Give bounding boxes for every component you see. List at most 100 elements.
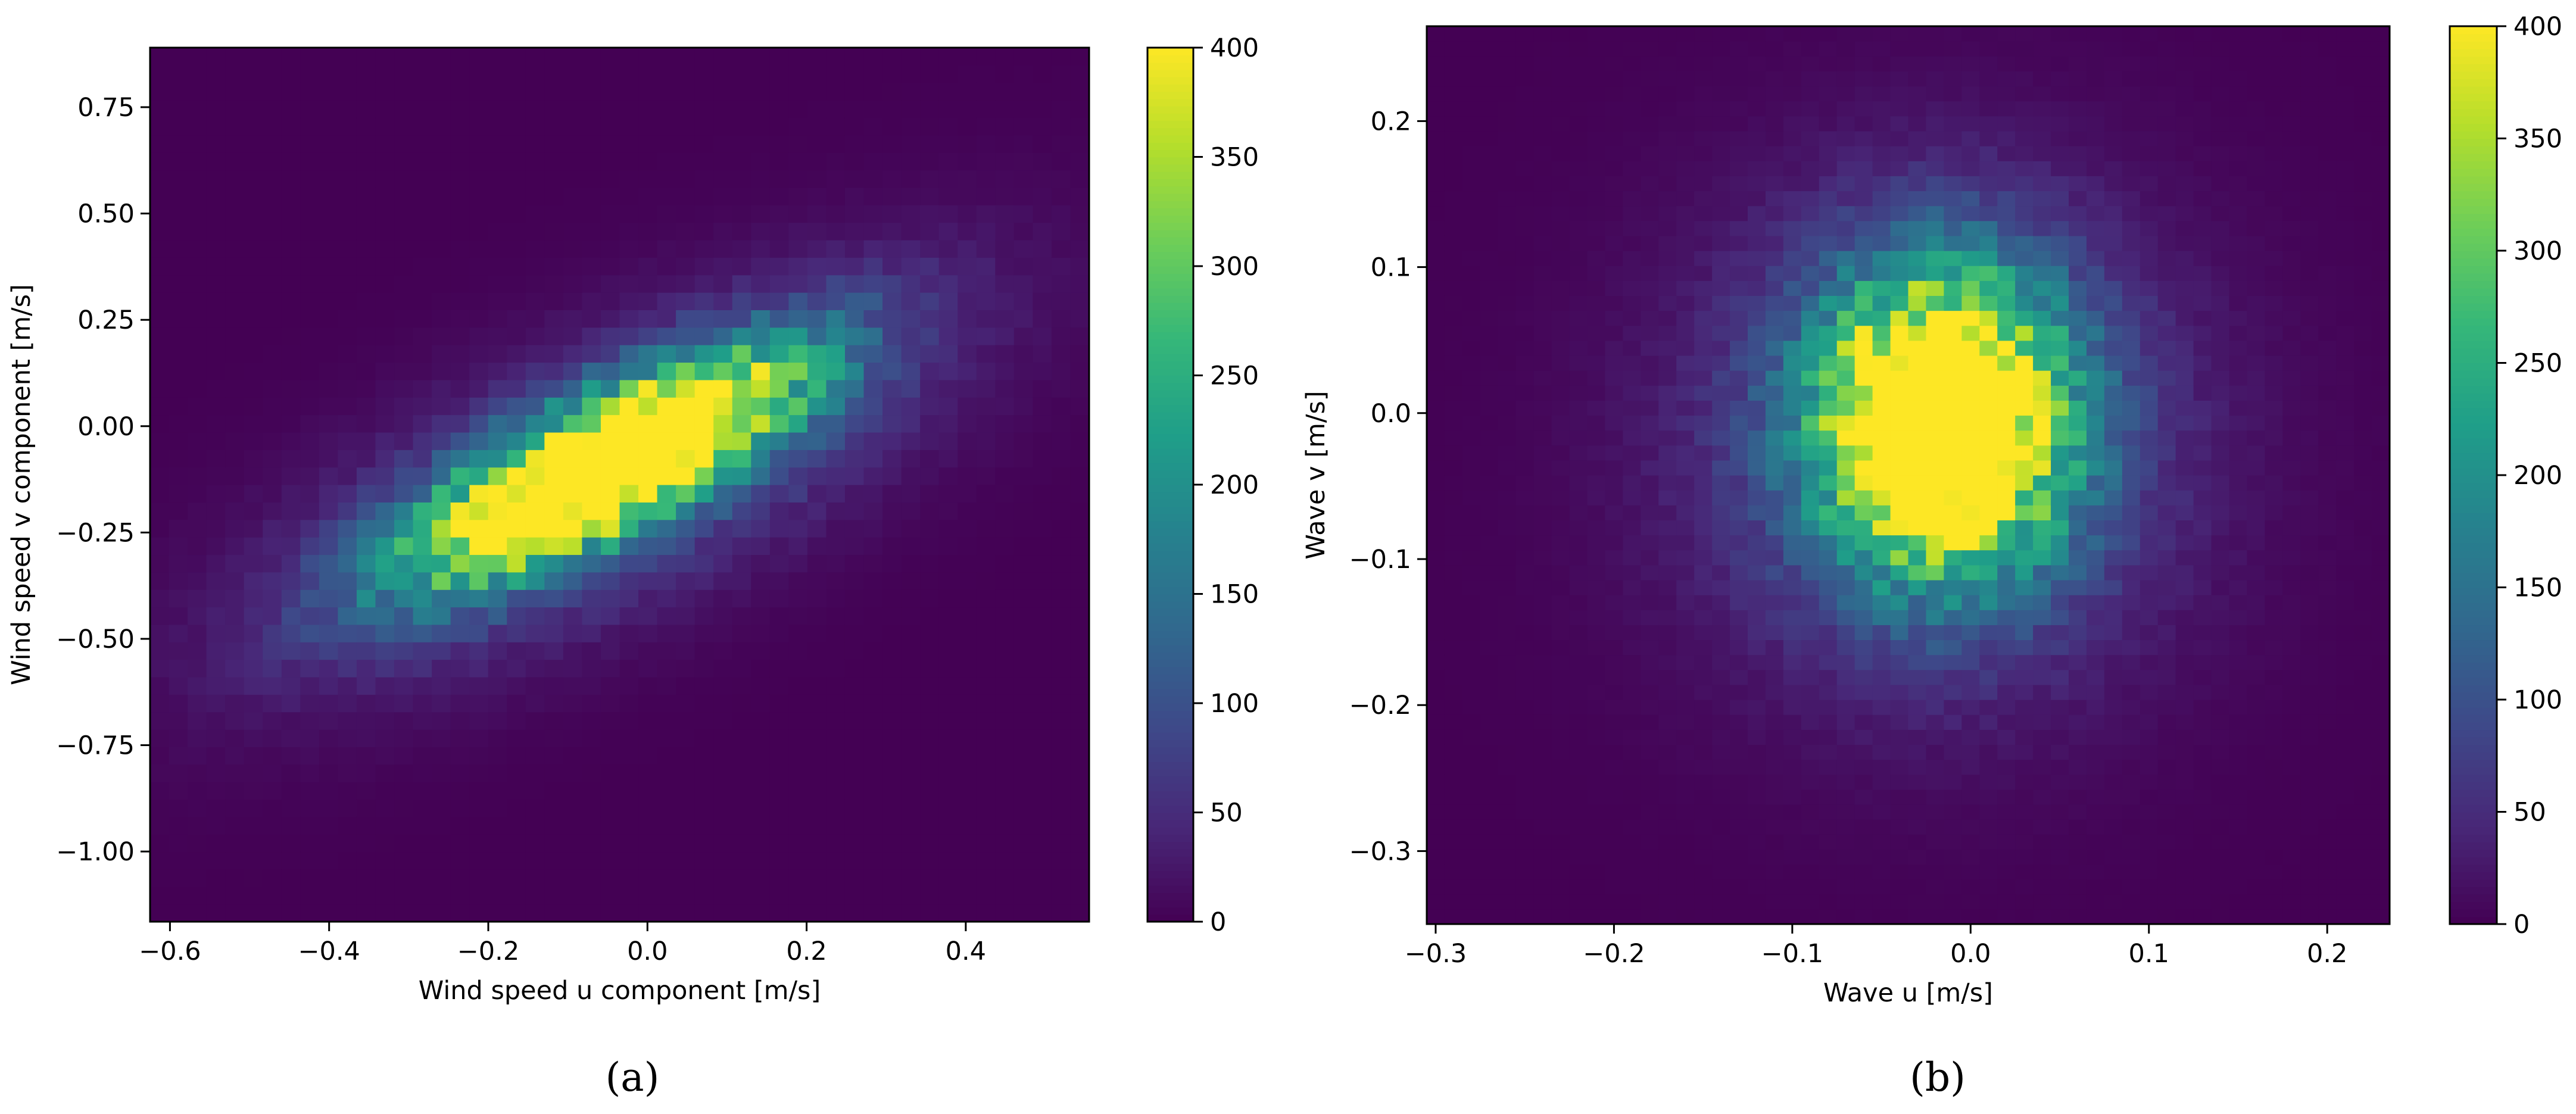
- heatmap-cell: [582, 82, 601, 101]
- heatmap-cell: [2051, 176, 2069, 192]
- heatmap-cell: [544, 292, 564, 310]
- heatmap-cell: [300, 782, 320, 800]
- heatmap-cell: [1854, 550, 1873, 566]
- heatmap-cell: [1694, 130, 1713, 146]
- colorbar-strip: [1147, 747, 1193, 755]
- heatmap-cell: [582, 485, 601, 503]
- heatmap-cell: [2051, 475, 2069, 491]
- heatmap-cell: [769, 642, 789, 660]
- heatmap-cell: [1712, 564, 1730, 581]
- heatmap-cell: [225, 519, 245, 538]
- heatmap-cell: [958, 327, 977, 345]
- heatmap-cell: [413, 397, 432, 416]
- heatmap-cell: [244, 345, 263, 363]
- heatmap-cell: [263, 537, 282, 556]
- heatmap-cell: [1819, 774, 1838, 790]
- heatmap-cell: [958, 450, 977, 468]
- heatmap-cell: [206, 851, 226, 870]
- heatmap-cell: [638, 764, 658, 782]
- heatmap-cell: [1444, 625, 1463, 641]
- heatmap-cell: [2033, 235, 2051, 251]
- heatmap-cell: [2015, 564, 2034, 581]
- heatmap-cell: [1641, 430, 1659, 446]
- heatmap-cell: [1444, 774, 1463, 790]
- heatmap-cell: [169, 100, 188, 118]
- heatmap-cell: [1569, 220, 1588, 236]
- heatmap-cell: [1836, 41, 1855, 57]
- heatmap-cell: [995, 327, 1015, 345]
- heatmap-cell: [450, 397, 470, 416]
- heatmap-cell: [1872, 280, 1891, 296]
- heatmap-cell: [619, 327, 639, 345]
- heatmap-cell: [1890, 804, 1909, 820]
- heatmap-cell: [150, 257, 170, 276]
- heatmap-cell: [958, 554, 977, 573]
- heatmap-cell: [188, 100, 207, 118]
- heatmap-cell: [1854, 759, 1873, 775]
- heatmap-cell: [788, 607, 808, 625]
- heatmap-cell: [1765, 909, 1784, 925]
- heatmap-cell: [694, 187, 714, 205]
- heatmap-cell: [901, 327, 921, 345]
- heatmap-cell: [638, 887, 658, 905]
- heatmap-cell: [1515, 669, 1535, 685]
- heatmap-cell: [150, 485, 170, 503]
- heatmap-cell: [450, 869, 470, 887]
- heatmap-cell: [1961, 385, 1980, 401]
- heatmap-cell: [1658, 56, 1677, 71]
- heatmap-cell: [1498, 266, 1517, 281]
- heatmap-cell: [1641, 71, 1659, 87]
- heatmap-cell: [2069, 130, 2087, 146]
- heatmap-cell: [1961, 325, 1980, 341]
- heatmap-cell: [2033, 325, 2051, 341]
- heatmap-cell: [1641, 310, 1659, 326]
- heatmap-cell: [1033, 152, 1052, 171]
- heatmap-cell: [1605, 161, 1623, 176]
- colorbar-strip: [1147, 564, 1193, 573]
- heatmap-cell: [2086, 86, 2105, 102]
- heatmap-cell: [1498, 220, 1517, 236]
- heatmap-cell: [1908, 56, 1927, 71]
- heatmap-cell: [676, 502, 696, 520]
- heatmap-cell: [600, 274, 620, 293]
- heatmap-cell: [1515, 445, 1535, 461]
- heatmap-cell: [619, 729, 639, 747]
- heatmap-cell: [1515, 684, 1535, 700]
- heatmap-cell: [751, 676, 771, 695]
- heatmap-cell: [788, 170, 808, 188]
- heatmap-cell: [1730, 759, 1748, 775]
- heatmap-cell: [1480, 700, 1499, 715]
- heatmap-cell: [2051, 26, 2069, 42]
- heatmap-cell: [525, 135, 545, 153]
- heatmap-cell: [338, 519, 357, 538]
- heatmap-cell: [1605, 520, 1623, 536]
- heatmap-cell: [1819, 415, 1838, 431]
- heatmap-cell: [676, 904, 696, 922]
- heatmap-cell: [525, 65, 545, 83]
- heatmap-cell: [1658, 280, 1677, 296]
- heatmap-cell: [882, 887, 902, 905]
- heatmap-cell: [1997, 669, 2016, 685]
- heatmap-cell: [1013, 537, 1033, 556]
- heatmap-cell: [356, 362, 376, 380]
- heatmap-cell: [657, 327, 676, 345]
- heatmap-cell: [244, 100, 263, 118]
- heatmap-cell: [188, 519, 207, 538]
- heatmap-cell: [1854, 355, 1873, 371]
- heatmap-cell: [319, 48, 338, 65]
- heatmap-cell: [169, 816, 188, 835]
- heatmap-cell: [2015, 505, 2034, 520]
- heatmap-cell: [769, 205, 789, 223]
- heatmap-cell: [244, 485, 263, 503]
- heatmap-cell: [188, 379, 207, 398]
- heatmap-cell: [1783, 684, 1802, 700]
- heatmap-cell: [1694, 654, 1713, 670]
- heatmap-cell: [1926, 819, 1944, 835]
- heatmap-cell: [319, 450, 338, 468]
- heatmap-cell: [1033, 327, 1052, 345]
- heatmap-cell: [394, 764, 414, 782]
- heatmap-cell: [150, 851, 170, 870]
- heatmap-cell: [600, 327, 620, 345]
- heatmap-cell: [563, 869, 583, 887]
- heatmap-cell: [976, 117, 996, 136]
